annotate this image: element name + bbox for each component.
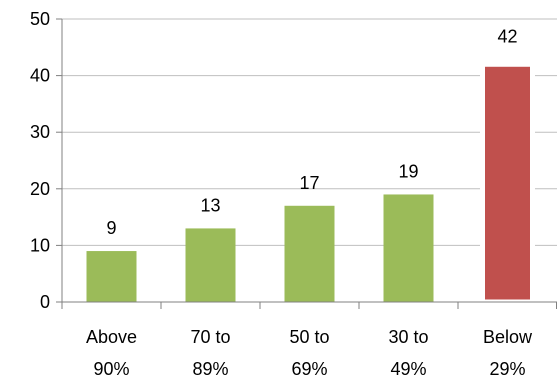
y-tick-label: 20 [30,179,50,199]
x-category-label: 50 to [289,327,329,347]
bars [86,61,535,305]
x-category-label: 30 to [388,327,428,347]
x-category-label: Below [483,327,533,347]
data-label: 13 [200,195,220,215]
x-category-label: 49% [390,359,426,379]
y-axis-tick-labels: 0 10 20 30 40 50 [30,9,50,312]
bar [383,194,434,302]
x-category-label: 29% [489,359,525,379]
data-label: 17 [299,173,319,193]
data-labels: 9 13 17 19 42 [106,26,517,238]
gridlines [62,18,557,246]
bar [86,251,137,302]
bar [284,205,335,302]
x-category-label: 90% [93,359,129,379]
data-label: 9 [106,218,116,238]
y-tick-label: 40 [30,66,50,86]
y-tick-label: 0 [40,292,50,312]
y-tick-label: 10 [30,235,50,255]
data-label: 19 [398,161,418,181]
x-category-label: 69% [291,359,327,379]
axes [56,18,557,309]
y-tick-label: 50 [30,9,50,29]
x-axis-category-labels: Above 90% 70 to 89% 50 to 69% 30 to 49% Below 29% [86,327,533,379]
x-category-label: 70 to [190,327,230,347]
x-category-label: Above [86,327,137,347]
bar-highlight [480,61,535,305]
x-category-label: 89% [192,359,228,379]
data-label: 42 [497,26,517,46]
y-tick-label: 30 [30,122,50,142]
bar [185,228,236,302]
